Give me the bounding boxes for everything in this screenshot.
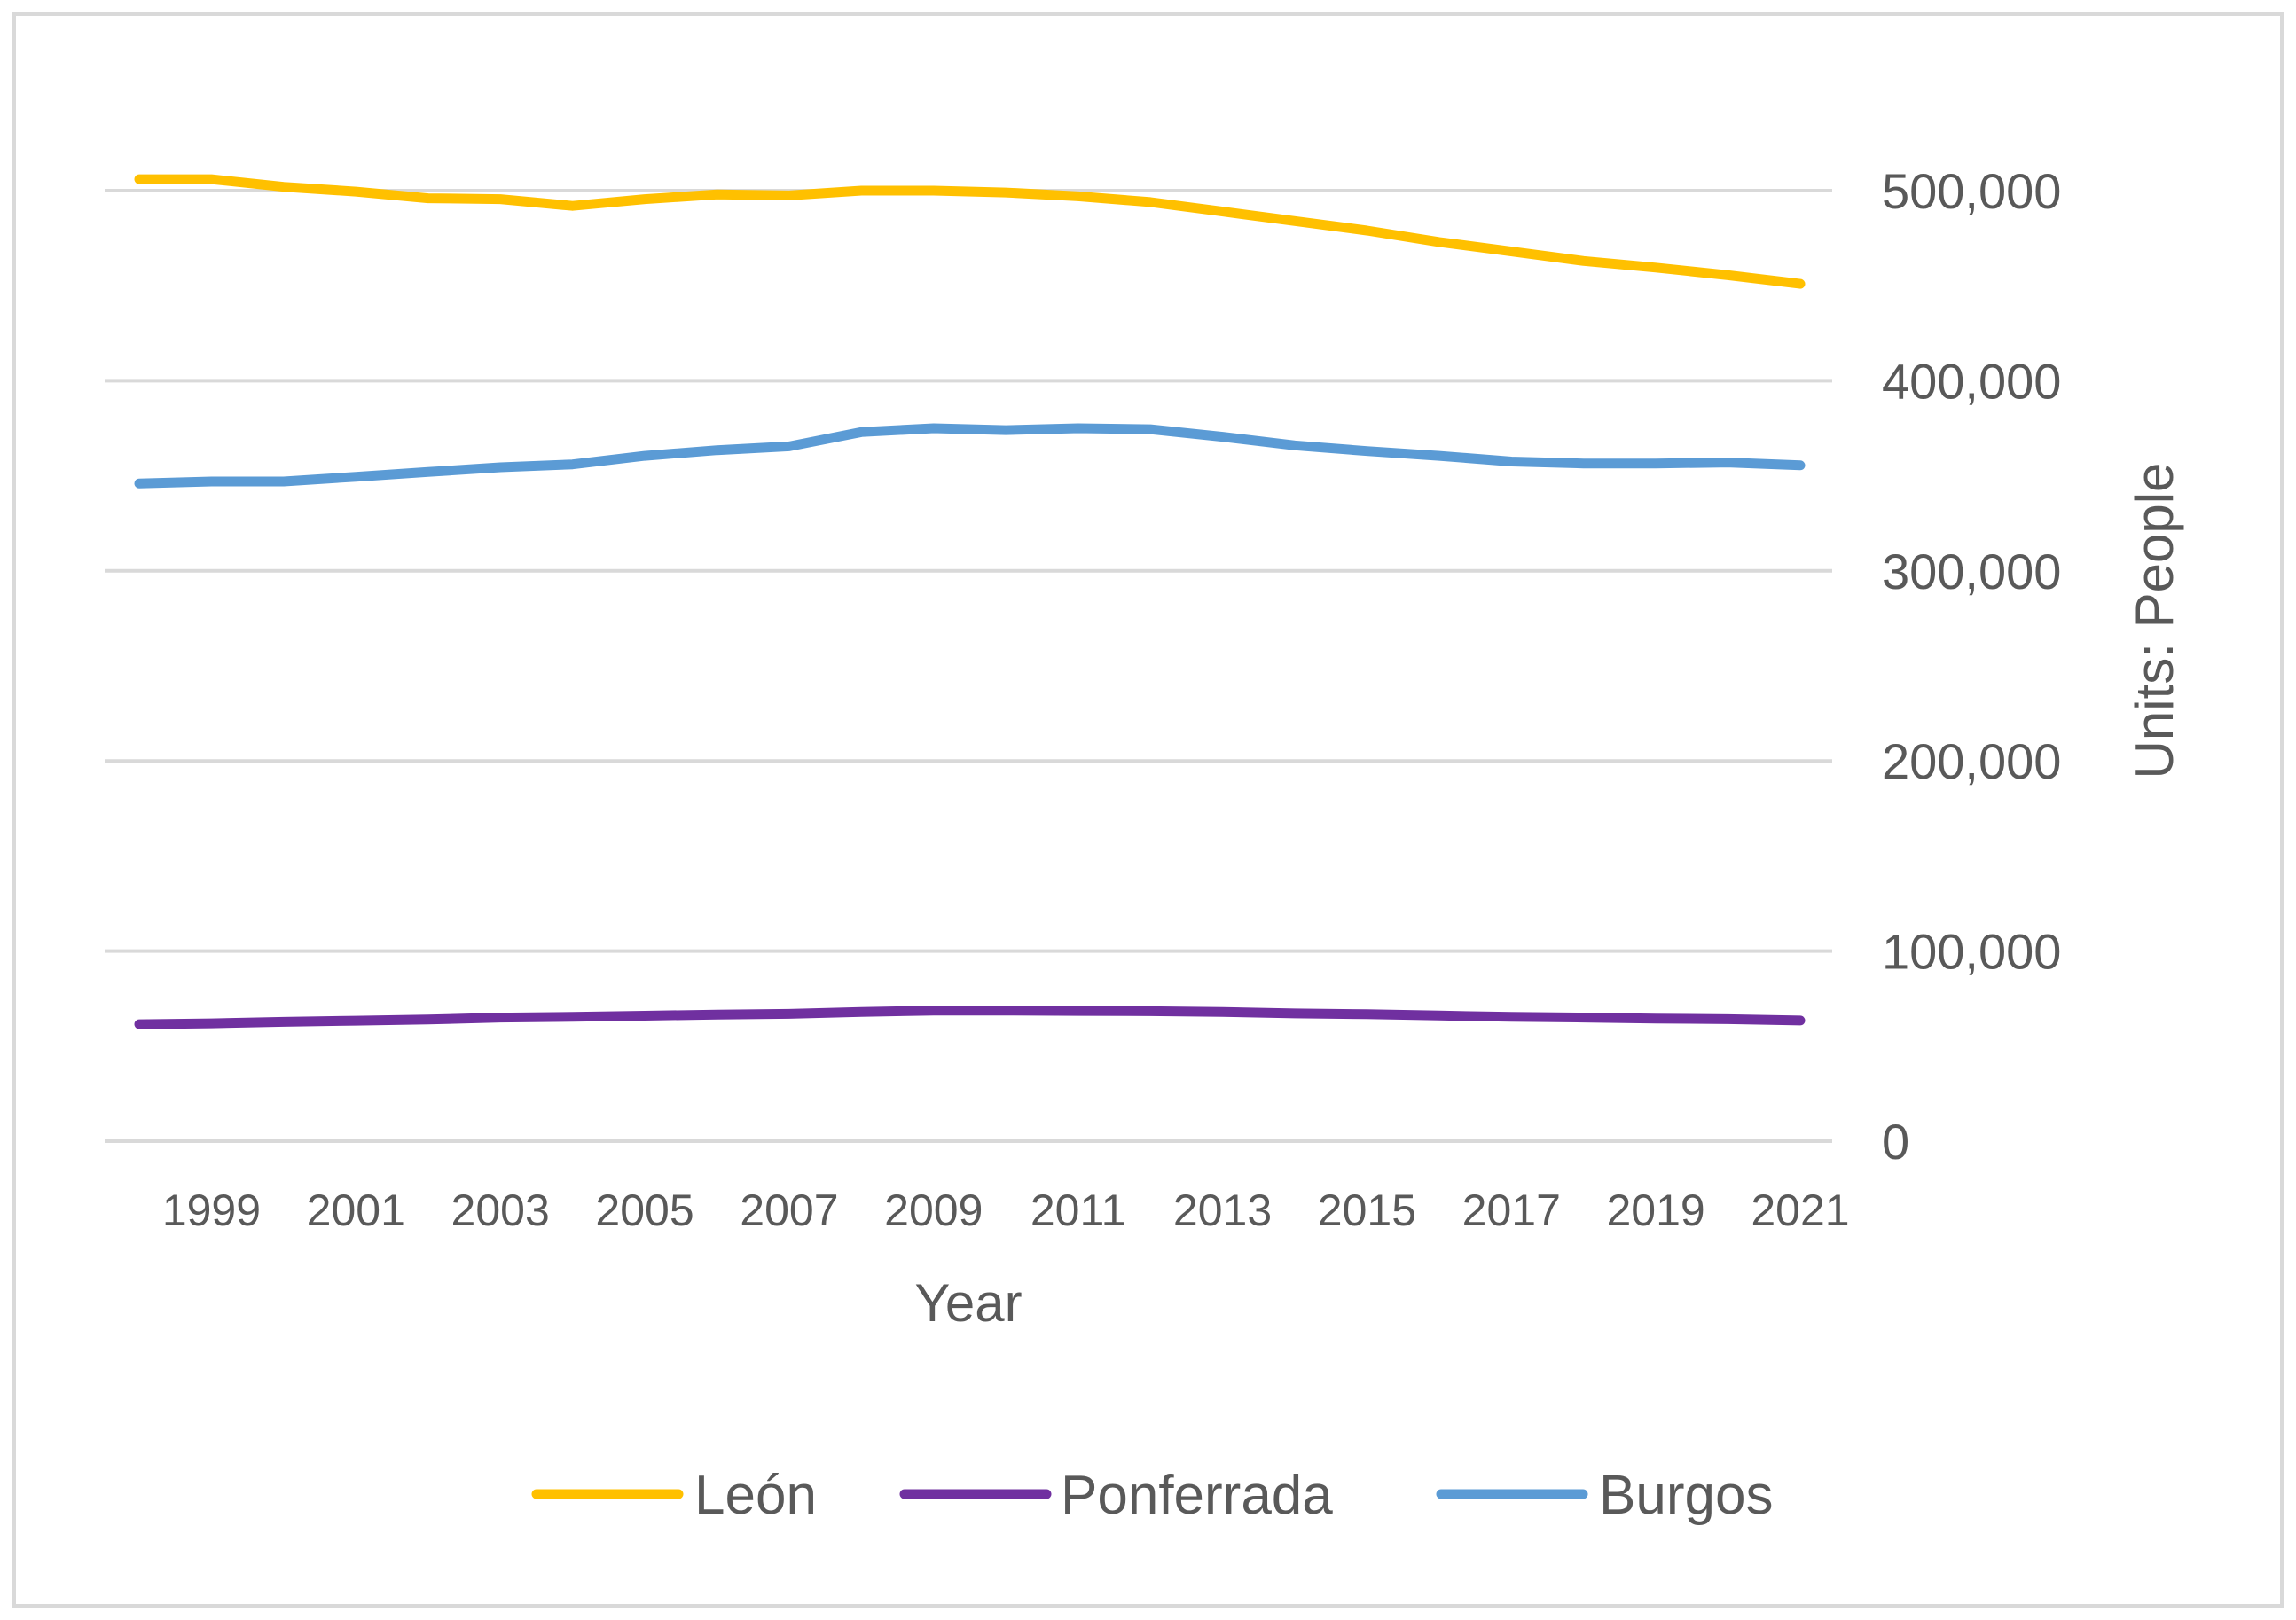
x-tick-label: 2009	[884, 1186, 983, 1235]
legend-label-ponferrada: Ponferrada	[1061, 1465, 1333, 1526]
legend-label-burgos: Burgos	[1599, 1465, 1773, 1526]
y-tick-label: 400,000	[1882, 353, 2061, 409]
x-tick-label: 2011	[1030, 1186, 1126, 1235]
y-tick-label: 300,000	[1882, 544, 2061, 599]
y-tick-label: 500,000	[1882, 163, 2061, 219]
y-tick-label: 0	[1882, 1114, 1909, 1170]
y-tick-label: 200,000	[1882, 733, 2061, 789]
x-tick-label: 2013	[1173, 1186, 1272, 1235]
y-axis-title: Units: People	[2125, 463, 2184, 779]
x-tick-label: 2003	[451, 1186, 550, 1235]
x-tick-label: 2001	[307, 1186, 405, 1235]
x-tick-label: 2007	[740, 1186, 838, 1235]
x-tick-label: 2015	[1318, 1186, 1416, 1235]
x-tick-label: 2021	[1751, 1186, 1849, 1235]
legend: León Ponferrada Burgos	[531, 1465, 1773, 1526]
series-line-le-n	[134, 174, 1806, 289]
legend-label-le-n: León	[694, 1465, 817, 1526]
x-tick-label: 2019	[1607, 1186, 1705, 1235]
y-axis-tick-labels: 0 100,000 200,000 300,000 400,000 500,000	[1882, 163, 2061, 1170]
series-lines	[134, 174, 1806, 1029]
chart-border	[12, 12, 2284, 1608]
series-line-ponferrada	[134, 1006, 1806, 1029]
x-axis-title: Year	[914, 1273, 1022, 1333]
x-tick-label: 2017	[1462, 1186, 1561, 1235]
series-line-burgos	[134, 423, 1806, 489]
x-tick-label: 2005	[595, 1186, 694, 1235]
x-tick-label: 1999	[162, 1186, 261, 1235]
x-axis-tick-labels: 1999 2001 2003 2005 2007 2009 2011 2013 2015 2017…	[162, 1186, 1850, 1235]
y-tick-label: 100,000	[1882, 924, 2061, 980]
